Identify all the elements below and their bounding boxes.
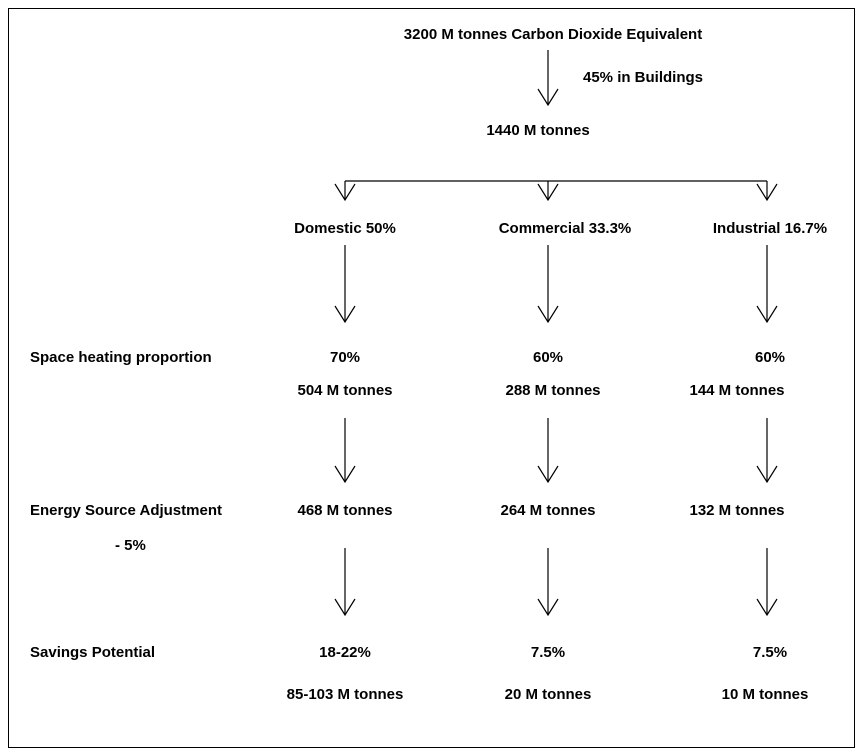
heating-total: 144 M tonnes bbox=[689, 382, 784, 399]
arrow-head bbox=[537, 183, 559, 202]
row-label: Savings Potential bbox=[30, 644, 155, 661]
arrow-head bbox=[334, 183, 356, 202]
arrow-head bbox=[756, 305, 778, 324]
arrow-head bbox=[334, 305, 356, 324]
heating-share: 60% bbox=[755, 349, 785, 366]
heating-share: 70% bbox=[330, 349, 360, 366]
arrow-head bbox=[756, 183, 778, 202]
row-label: Space heating proportion bbox=[30, 349, 212, 366]
heating-total: 504 M tonnes bbox=[297, 382, 392, 399]
branch-label: Industrial 16.7% bbox=[713, 220, 827, 237]
arrow-head bbox=[537, 465, 559, 484]
heating-total: 288 M tonnes bbox=[505, 382, 600, 399]
savings-total: 10 M tonnes bbox=[722, 686, 809, 703]
heating-share: 60% bbox=[533, 349, 563, 366]
branch-label: Commercial 33.3% bbox=[499, 220, 632, 237]
arrow-head bbox=[537, 305, 559, 324]
savings-total: 20 M tonnes bbox=[505, 686, 592, 703]
branch-label: Domestic 50% bbox=[294, 220, 396, 237]
row-label: Energy Source Adjustment bbox=[30, 502, 222, 519]
arrow-head bbox=[334, 598, 356, 617]
arrow-head bbox=[756, 598, 778, 617]
arrow-head bbox=[537, 88, 559, 107]
adjusted-total: 264 M tonnes bbox=[500, 502, 595, 519]
savings-share: 18-22% bbox=[319, 644, 371, 661]
arrow-head bbox=[756, 465, 778, 484]
edge-label: 45% in Buildings bbox=[583, 69, 703, 86]
adjusted-total: 132 M tonnes bbox=[689, 502, 784, 519]
savings-total: 85-103 M tonnes bbox=[287, 686, 404, 703]
root-label: 3200 M tonnes Carbon Dioxide Equivalent bbox=[404, 26, 702, 43]
row-note: - 5% bbox=[115, 537, 146, 554]
adjusted-total: 468 M tonnes bbox=[297, 502, 392, 519]
savings-share: 7.5% bbox=[531, 644, 565, 661]
savings-share: 7.5% bbox=[753, 644, 787, 661]
frame bbox=[8, 8, 855, 748]
arrow-head bbox=[537, 598, 559, 617]
arrow-head bbox=[334, 465, 356, 484]
buildings-label: 1440 M tonnes bbox=[486, 122, 589, 139]
